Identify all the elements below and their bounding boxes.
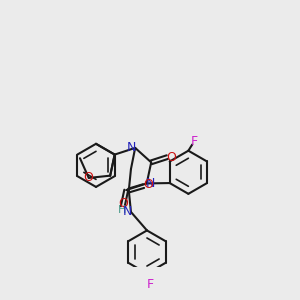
Text: N: N: [146, 177, 155, 190]
Text: O: O: [143, 178, 153, 191]
Text: N: N: [123, 205, 133, 218]
Text: O: O: [118, 197, 128, 210]
Text: N: N: [127, 141, 136, 154]
Text: F: F: [146, 278, 154, 291]
Text: O: O: [83, 171, 93, 184]
Text: O: O: [166, 151, 176, 164]
Text: F: F: [191, 135, 198, 148]
Text: H: H: [118, 205, 126, 215]
